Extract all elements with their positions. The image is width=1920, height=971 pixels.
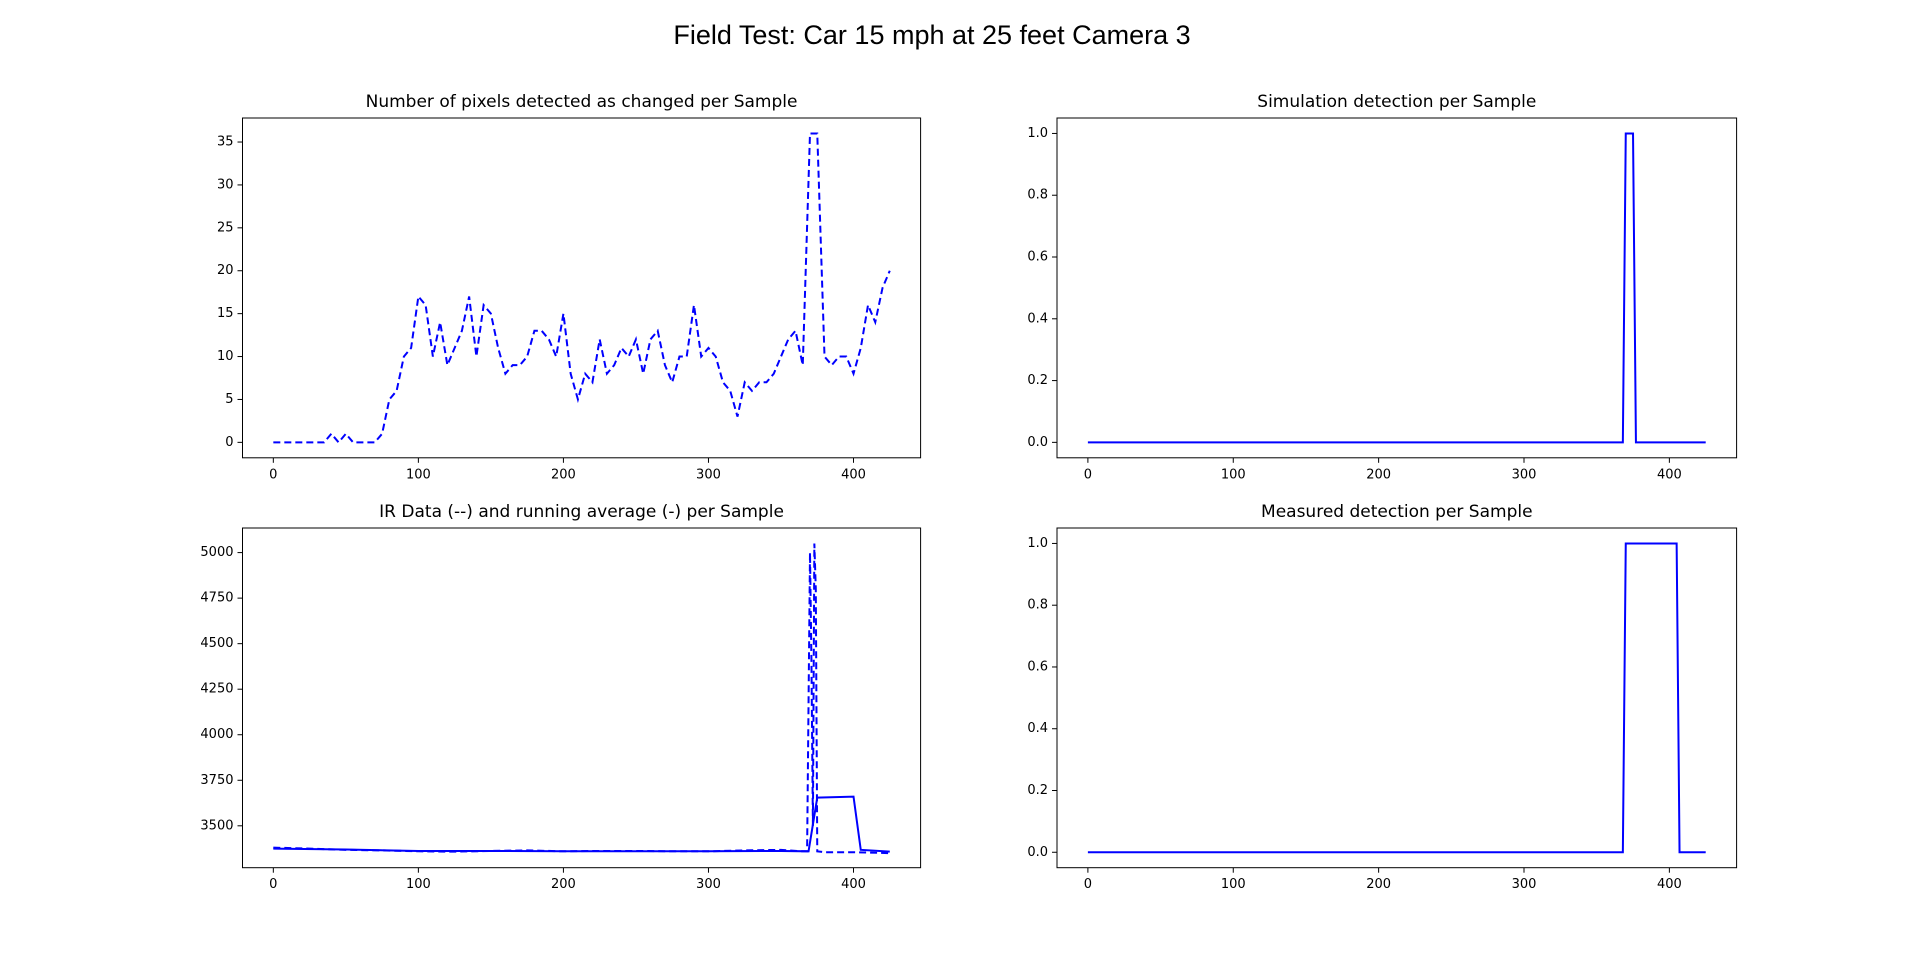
- y-tick-label: 30: [217, 177, 234, 192]
- axes-frame: [1056, 117, 1738, 459]
- y-tick-label: 4000: [200, 727, 233, 742]
- x-tick-label: 300: [1512, 467, 1537, 482]
- data-line: [273, 795, 890, 853]
- y-tick-label: 0.8: [1027, 188, 1048, 203]
- x-tick-label: 200: [551, 877, 576, 892]
- x-tick-label: 400: [1657, 467, 1682, 482]
- y-tick-label: 15: [217, 306, 234, 321]
- y-tick-label: 5000: [200, 545, 233, 560]
- x-tick-label: 0: [1084, 877, 1092, 892]
- y-tick-label: 3500: [200, 818, 233, 833]
- y-tick-label: 0: [225, 435, 233, 450]
- x-tick-label: 100: [406, 467, 431, 482]
- subplot-title: Simulation detection per Sample: [1257, 92, 1536, 112]
- subplot-title: IR Data (--) and running average (-) per…: [379, 502, 784, 522]
- x-tick-label: 400: [1657, 877, 1682, 892]
- x-tick-label: 200: [551, 467, 576, 482]
- x-tick-label: 300: [696, 467, 721, 482]
- y-tick-label: 0.0: [1027, 435, 1048, 450]
- subplot-title: Number of pixels detected as changed per…: [366, 92, 798, 112]
- y-tick-label: 0.6: [1027, 659, 1048, 674]
- axes-frame: [1056, 527, 1738, 869]
- y-tick-label: 3750: [200, 773, 233, 788]
- axes-frame: [242, 527, 922, 869]
- data-line: [1087, 132, 1706, 444]
- x-tick-label: 0: [269, 877, 277, 892]
- y-tick-label: 35: [217, 135, 234, 150]
- x-tick-label: 100: [1221, 467, 1246, 482]
- y-tick-label: 0.8: [1027, 598, 1048, 613]
- x-tick-label: 300: [696, 877, 721, 892]
- y-tick-label: 4500: [200, 636, 233, 651]
- figure-title: Field Test: Car 15 mph at 25 feet Camera…: [673, 20, 1190, 50]
- x-tick-label: 100: [406, 877, 431, 892]
- y-tick-label: 20: [217, 263, 234, 278]
- x-tick-label: 400: [841, 467, 866, 482]
- y-tick-label: 1.0: [1027, 126, 1048, 141]
- y-tick-label: 0.2: [1027, 373, 1048, 388]
- y-tick-label: 0.0: [1027, 845, 1048, 860]
- y-tick-label: 10: [217, 349, 234, 364]
- y-tick-label: 0.4: [1027, 311, 1048, 326]
- y-tick-label: 0.6: [1027, 250, 1048, 265]
- x-tick-label: 0: [269, 467, 277, 482]
- subplot-title: Measured detection per Sample: [1261, 502, 1533, 522]
- x-tick-label: 200: [1366, 467, 1391, 482]
- y-tick-label: 4250: [200, 682, 233, 697]
- x-tick-label: 200: [1366, 877, 1391, 892]
- x-tick-label: 300: [1512, 877, 1537, 892]
- data-line: [1087, 542, 1706, 854]
- y-tick-label: 25: [217, 220, 234, 235]
- y-tick-label: 4750: [200, 591, 233, 606]
- y-tick-label: 1.0: [1027, 536, 1048, 551]
- axes-frame: [242, 117, 922, 459]
- x-tick-label: 400: [841, 877, 866, 892]
- y-tick-label: 5: [225, 392, 233, 407]
- y-tick-label: 0.4: [1027, 721, 1048, 736]
- x-tick-label: 100: [1221, 877, 1246, 892]
- y-tick-label: 0.2: [1027, 783, 1048, 798]
- data-line: [273, 132, 891, 444]
- x-tick-label: 0: [1084, 467, 1092, 482]
